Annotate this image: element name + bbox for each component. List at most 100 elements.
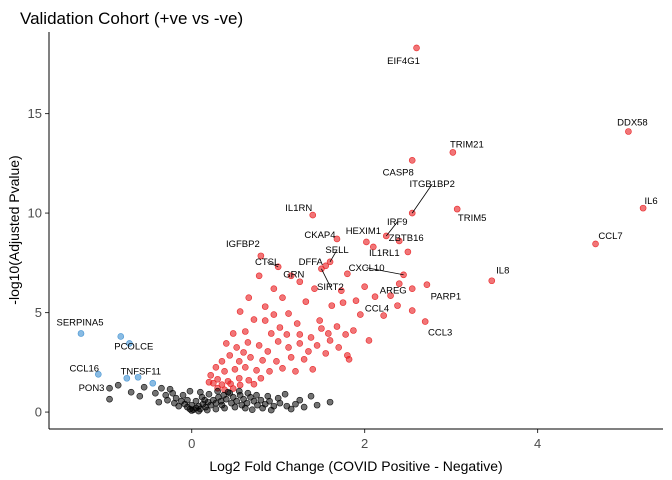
data-point <box>350 327 357 334</box>
y-tick-label: 5 <box>35 305 42 320</box>
data-point <box>296 331 304 338</box>
data-point <box>309 211 317 219</box>
data-point <box>231 366 239 373</box>
data-point <box>307 392 315 400</box>
data-point <box>214 375 221 383</box>
gene-label: ITGB1BP2 <box>410 179 455 190</box>
data-point <box>357 311 364 318</box>
data-point <box>339 299 347 306</box>
data-point <box>296 340 304 347</box>
gene-label: DDX58 <box>617 117 648 128</box>
gene-label: CXCL10 <box>349 263 385 274</box>
data-point <box>345 356 353 363</box>
gene-labels: EIF4G1 DDX58 TRIM21 CASP8 IL6 ITGB1BP2 TRIM5 IL… <box>56 56 657 394</box>
gene-label: PCOLCE <box>114 341 153 352</box>
gene-label: CCL4 <box>365 304 389 315</box>
data-point <box>311 285 318 293</box>
data-point <box>235 387 243 395</box>
data-point <box>363 238 370 246</box>
data-point <box>274 338 282 345</box>
data-point <box>205 390 213 398</box>
data-point <box>264 348 272 355</box>
data-point <box>205 378 213 386</box>
data-point <box>203 406 211 414</box>
data-point <box>352 297 360 304</box>
data-point <box>106 384 113 392</box>
data-point <box>123 374 131 382</box>
data-point <box>285 310 292 317</box>
data-point <box>244 389 252 397</box>
data-point <box>229 330 237 337</box>
data-point <box>292 367 299 375</box>
label-leader-line <box>321 268 331 287</box>
data-point <box>222 340 230 347</box>
data-point <box>337 287 345 294</box>
data-point <box>328 302 336 309</box>
data-point <box>164 396 171 404</box>
data-point <box>380 312 387 319</box>
data-point <box>404 248 412 256</box>
data-point <box>313 342 321 349</box>
data-point <box>313 401 321 409</box>
chart-title: Validation Cohort (+ve vs -ve) <box>20 9 243 28</box>
label-leader-line <box>329 249 338 263</box>
data-point <box>261 303 269 310</box>
data-point <box>453 205 461 213</box>
data-point <box>226 352 234 359</box>
data-point <box>276 324 284 331</box>
data-point <box>369 243 377 251</box>
data-point <box>281 390 289 398</box>
data-point <box>259 357 266 364</box>
gene-label: TRIM21 <box>450 139 484 150</box>
data-point <box>149 379 157 387</box>
data-point <box>625 128 632 135</box>
gene-label: CASP8 <box>383 167 414 178</box>
data-point <box>309 366 317 373</box>
data-point <box>238 401 246 409</box>
data-point <box>395 280 403 288</box>
data-point <box>257 396 265 404</box>
gene-label: IRF9 <box>387 217 408 228</box>
data-point <box>413 44 420 52</box>
data-point <box>342 331 349 338</box>
data-point <box>158 384 165 392</box>
data-point <box>233 344 240 351</box>
data-point <box>255 272 263 280</box>
data-point <box>270 285 278 293</box>
data-point <box>94 370 102 378</box>
data-point <box>184 396 191 404</box>
data-point <box>236 308 244 315</box>
data-point <box>235 374 243 382</box>
data-point <box>207 371 215 379</box>
data-point <box>77 330 85 337</box>
data-point <box>300 403 308 411</box>
gene-label: IL1RN <box>285 203 312 214</box>
y-tick-label: 15 <box>28 106 42 121</box>
data-point <box>287 405 295 413</box>
data-point <box>218 401 226 409</box>
label-leader-line <box>267 261 279 268</box>
gene-label: IL1RL1 <box>369 248 400 259</box>
data-point <box>253 391 260 399</box>
data-point <box>228 399 235 407</box>
data-point <box>229 385 237 392</box>
data-point <box>408 285 416 293</box>
data-point <box>273 358 280 365</box>
data-point <box>408 157 416 164</box>
x-tick-label: 4 <box>534 436 541 451</box>
data-point <box>302 298 310 305</box>
data-point <box>326 337 334 344</box>
data-point <box>117 333 125 340</box>
data-point <box>179 391 187 399</box>
gene-label: CKAP4 <box>304 230 335 241</box>
data-point <box>140 383 148 391</box>
data-point <box>212 405 220 413</box>
data-point <box>296 396 304 404</box>
label-leader-line <box>385 221 398 237</box>
data-point <box>279 294 286 301</box>
axis-ticks: 0 2 4 0 5 10 15 <box>28 106 542 451</box>
data-point <box>235 358 243 365</box>
data-point <box>305 348 312 355</box>
data-point <box>408 307 416 314</box>
data-point <box>300 356 308 363</box>
